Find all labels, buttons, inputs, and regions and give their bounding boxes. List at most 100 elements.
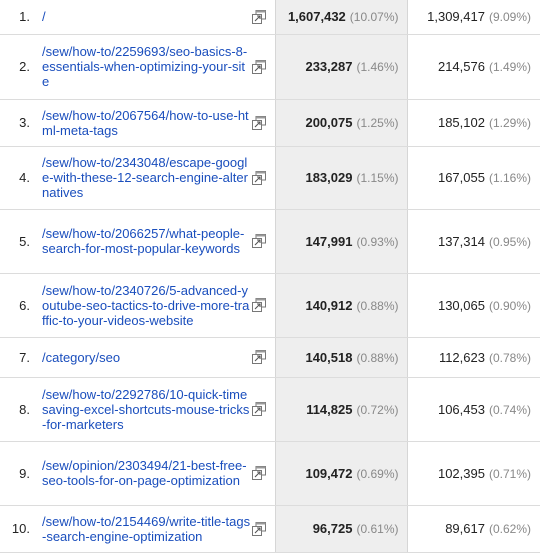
external-window-icon[interactable] xyxy=(251,9,267,25)
table-row: 10./sew/how-to/2154469/write-title-tags-… xyxy=(0,505,540,553)
table-row: 4./sew/how-to/2343048/escape-google-with… xyxy=(0,146,540,210)
pageviews-percent: (10.07%) xyxy=(349,10,399,25)
pageviews-percent: (0.61%) xyxy=(356,522,399,536)
pageviews-cell: 147,991 (0.93%) xyxy=(274,209,407,274)
page-cell: /sew/how-to/2259693/seo-basics-8-essenti… xyxy=(38,34,275,100)
page-cell: /sew/how-to/2292786/10-quick-timesaving-… xyxy=(38,377,275,442)
pageviews-cell: 1,607,432 (10.07%) xyxy=(274,0,407,35)
page-cell: /sew/opinion/2303494/21-best-free-seo-to… xyxy=(38,441,275,506)
page-path-link[interactable]: /sew/opinion/2303494/21-best-free-seo-to… xyxy=(42,458,247,488)
pageviews-cell: 183,029 (1.15%) xyxy=(274,146,407,210)
pageviews-value: 109,472 xyxy=(305,465,353,481)
pageviews-value: 147,991 xyxy=(305,233,353,249)
page-path-link[interactable]: /sew/how-to/2066257/what-people-search-f… xyxy=(42,226,245,256)
unique-pageviews-cell: 185,102 (1.29%) xyxy=(406,99,540,147)
external-window-icon[interactable] xyxy=(251,349,267,365)
page-cell: /sew/how-to/2067564/how-to-use-html-meta… xyxy=(38,99,275,147)
pageviews-percent: (1.15%) xyxy=(356,171,399,185)
unique-pageviews-percent: (0.62%) xyxy=(488,522,531,536)
unique-pageviews-value: 167,055 xyxy=(437,170,485,185)
page-path-link[interactable]: /sew/how-to/2067564/how-to-use-html-meta… xyxy=(42,107,249,138)
page-path-link[interactable]: /sew/how-to/2154469/write-title-tags-sea… xyxy=(42,513,251,544)
pageviews-percent: (0.72%) xyxy=(356,402,399,417)
page-path-link[interactable]: /sew/how-to/2340726/5-advanced-youtube-s… xyxy=(42,282,250,328)
pageviews-value: 233,287 xyxy=(305,59,353,74)
pageviews-cell: 140,518 (0.88%) xyxy=(274,337,407,378)
unique-pageviews-percent: (1.16%) xyxy=(488,171,531,185)
page-cell: /sew/how-to/2340726/5-advanced-youtube-s… xyxy=(38,273,275,338)
pageviews-value: 96,725 xyxy=(312,521,353,536)
table-row: 5./sew/how-to/2066257/what-people-search… xyxy=(0,209,540,274)
unique-pageviews-cell: 214,576 (1.49%) xyxy=(406,34,540,100)
page-cell: /sew/how-to/2154469/write-title-tags-sea… xyxy=(38,505,275,553)
pageviews-cell: 96,725 (0.61%) xyxy=(274,505,407,553)
page-path-link[interactable]: /sew/how-to/2259693/seo-basics-8-essenti… xyxy=(42,44,248,89)
pageviews-value: 140,912 xyxy=(305,297,353,313)
pageviews-percent: (0.69%) xyxy=(356,466,399,481)
page-path-link[interactable]: / xyxy=(42,9,46,25)
page-path-link[interactable]: /sew/how-to/2292786/10-quick-timesaving-… xyxy=(42,386,250,432)
pageviews-percent: (0.88%) xyxy=(356,350,399,365)
pageviews-value: 114,825 xyxy=(306,401,353,417)
row-rank: 1. xyxy=(0,0,38,35)
pageviews-cell: 200,075 (1.25%) xyxy=(274,99,407,147)
table-row: 1./1,607,432 (10.07%) 1,309,417 (9.09%) xyxy=(0,0,540,35)
page-cell: /sew/how-to/2343048/escape-google-with-t… xyxy=(38,146,275,210)
row-rank: 3. xyxy=(0,99,38,147)
table-row: 2./sew/how-to/2259693/seo-basics-8-essen… xyxy=(0,34,540,100)
unique-pageviews-percent: (0.71%) xyxy=(488,466,531,481)
unique-pageviews-value: 1,309,417 xyxy=(427,9,485,25)
table-row: 8./sew/how-to/2292786/10-quick-timesavin… xyxy=(0,377,540,442)
table-row: 6./sew/how-to/2340726/5-advanced-youtube… xyxy=(0,273,540,338)
unique-pageviews-percent: (1.29%) xyxy=(488,116,531,130)
row-rank: 8. xyxy=(0,377,38,442)
row-rank: 5. xyxy=(0,209,38,274)
row-rank: 2. xyxy=(0,34,38,100)
unique-pageviews-value: 106,453 xyxy=(437,401,485,417)
unique-pageviews-cell: 106,453 (0.74%) xyxy=(406,377,540,442)
pageviews-cell: 114,825 (0.72%) xyxy=(274,377,407,442)
unique-pageviews-cell: 167,055 (1.16%) xyxy=(406,146,540,210)
unique-pageviews-cell: 89,617 (0.62%) xyxy=(406,505,540,553)
external-window-icon[interactable] xyxy=(251,233,267,249)
page-cell: /category/seo xyxy=(38,337,275,378)
unique-pageviews-percent: (0.78%) xyxy=(488,350,531,365)
unique-pageviews-value: 89,617 xyxy=(445,521,485,536)
pageviews-value: 200,075 xyxy=(305,115,353,130)
pageviews-value: 1,607,432 xyxy=(287,9,346,25)
pageviews-percent: (0.88%) xyxy=(356,298,399,313)
external-window-icon[interactable] xyxy=(251,401,267,417)
pageviews-value: 140,518 xyxy=(305,349,353,365)
pageviews-percent: (1.46%) xyxy=(356,60,399,74)
external-window-icon[interactable] xyxy=(251,521,267,537)
external-window-icon[interactable] xyxy=(251,297,267,313)
unique-pageviews-cell: 102,395 (0.71%) xyxy=(406,441,540,506)
row-rank: 7. xyxy=(0,337,38,378)
external-window-icon[interactable] xyxy=(251,115,267,131)
page-path-link[interactable]: /category/seo xyxy=(42,349,121,365)
external-window-icon[interactable] xyxy=(251,465,267,481)
unique-pageviews-value: 185,102 xyxy=(437,115,485,130)
pageviews-cell: 140,912 (0.88%) xyxy=(274,273,407,338)
table-row: 3./sew/how-to/2067564/how-to-use-html-me… xyxy=(0,99,540,147)
unique-pageviews-cell: 112,623 (0.78%) xyxy=(406,337,540,378)
row-rank: 10. xyxy=(0,505,38,553)
unique-pageviews-cell: 130,065 (0.90%) xyxy=(406,273,540,338)
page-cell: / xyxy=(38,0,275,35)
unique-pageviews-value: 137,314 xyxy=(437,233,485,249)
external-window-icon[interactable] xyxy=(251,59,267,75)
unique-pageviews-percent: (0.90%) xyxy=(488,298,531,313)
pageviews-percent: (1.25%) xyxy=(356,116,399,130)
external-window-icon[interactable] xyxy=(251,170,267,186)
row-rank: 4. xyxy=(0,146,38,210)
table-row: 7./category/seo 140,518 (0.88%) 112,623 (0.7… xyxy=(0,337,540,378)
table-row: 9./sew/opinion/2303494/21-best-free-seo-… xyxy=(0,441,540,506)
page-path-link[interactable]: /sew/how-to/2343048/escape-google-with-t… xyxy=(42,155,248,200)
unique-pageviews-cell: 137,314 (0.95%) xyxy=(406,209,540,274)
pageviews-cell: 109,472 (0.69%) xyxy=(274,441,407,506)
pageviews-percent: (0.93%) xyxy=(356,234,399,249)
row-rank: 9. xyxy=(0,441,38,506)
unique-pageviews-value: 214,576 xyxy=(437,59,485,74)
